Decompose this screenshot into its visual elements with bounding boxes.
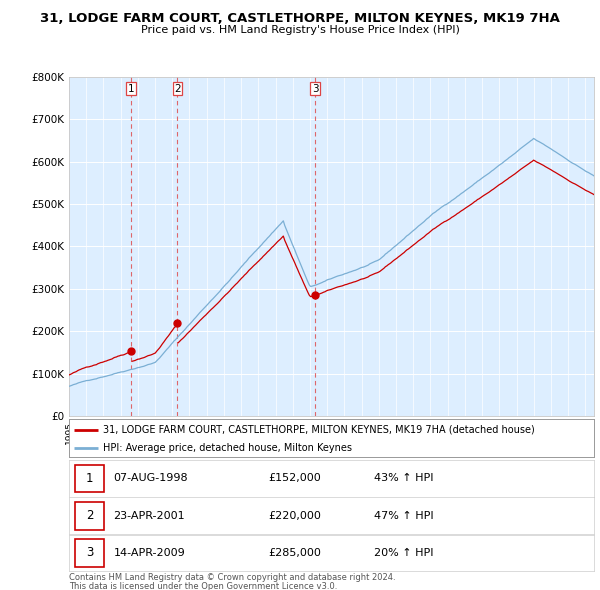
- Text: 1: 1: [86, 472, 93, 485]
- Text: Contains HM Land Registry data © Crown copyright and database right 2024.: Contains HM Land Registry data © Crown c…: [69, 573, 395, 582]
- Text: 3: 3: [86, 546, 93, 559]
- Text: £285,000: £285,000: [269, 548, 322, 558]
- Text: 31, LODGE FARM COURT, CASTLETHORPE, MILTON KEYNES, MK19 7HA (detached house): 31, LODGE FARM COURT, CASTLETHORPE, MILT…: [103, 425, 535, 435]
- Text: 47% ↑ HPI: 47% ↑ HPI: [373, 511, 433, 520]
- Text: 23-APR-2001: 23-APR-2001: [113, 511, 185, 520]
- Text: £152,000: £152,000: [269, 474, 321, 483]
- Text: 20% ↑ HPI: 20% ↑ HPI: [373, 548, 433, 558]
- Text: £220,000: £220,000: [269, 511, 322, 520]
- Text: 2: 2: [174, 84, 181, 94]
- FancyBboxPatch shape: [76, 464, 104, 493]
- Text: 43% ↑ HPI: 43% ↑ HPI: [373, 474, 433, 483]
- Text: HPI: Average price, detached house, Milton Keynes: HPI: Average price, detached house, Milt…: [103, 442, 352, 453]
- Text: 2: 2: [86, 509, 93, 522]
- Text: Price paid vs. HM Land Registry's House Price Index (HPI): Price paid vs. HM Land Registry's House …: [140, 25, 460, 35]
- FancyBboxPatch shape: [76, 502, 104, 530]
- Text: 1: 1: [128, 84, 134, 94]
- Text: 07-AUG-1998: 07-AUG-1998: [113, 474, 188, 483]
- Text: This data is licensed under the Open Government Licence v3.0.: This data is licensed under the Open Gov…: [69, 582, 337, 590]
- Text: 31, LODGE FARM COURT, CASTLETHORPE, MILTON KEYNES, MK19 7HA: 31, LODGE FARM COURT, CASTLETHORPE, MILT…: [40, 12, 560, 25]
- FancyBboxPatch shape: [76, 539, 104, 567]
- Text: 3: 3: [312, 84, 319, 94]
- Text: 14-APR-2009: 14-APR-2009: [113, 548, 185, 558]
